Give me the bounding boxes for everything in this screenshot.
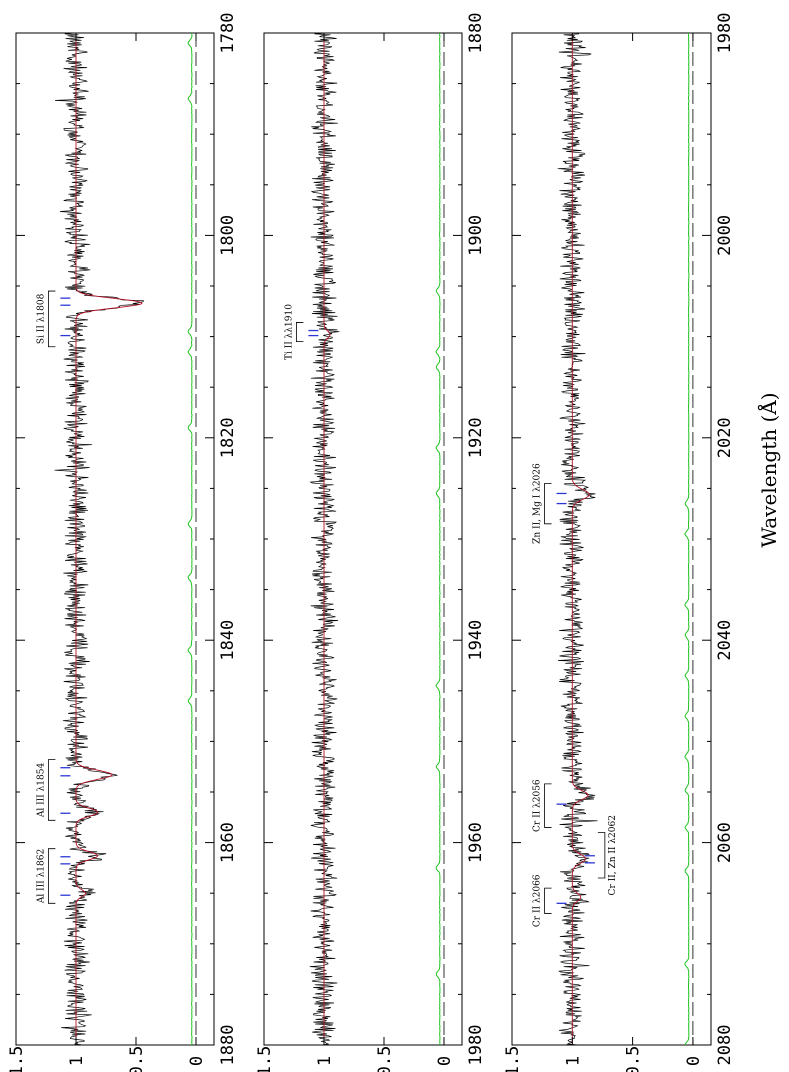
x-tick-label: 1920 (466, 417, 486, 458)
fit-line (571, 33, 590, 1045)
annotation-label: Al III λ1862 (36, 849, 46, 904)
line-annotation: Zn II, Mg I λ2026 (533, 463, 567, 544)
x-tick-label: 1940 (466, 620, 486, 661)
annotation-label: Zn II, Mg I λ2026 (533, 463, 543, 544)
annotation-bracket (544, 482, 552, 525)
y-tick-label: 0 (435, 1056, 455, 1066)
y-tick-label: 1.5 (503, 1046, 523, 1072)
annotation-label: Cr II λ2056 (533, 779, 543, 832)
y-tick-label: 1 (563, 1056, 583, 1066)
x-tick-label: 1880 (466, 13, 486, 54)
line-annotation: Cr II λ2066 (533, 874, 567, 927)
annotation-bracket (597, 832, 606, 879)
x-tick-label: 1840 (218, 620, 238, 661)
line-annotation: Al III λ1862 (36, 848, 71, 904)
annotation-bracket (544, 887, 552, 914)
x-tick-label: 1980 (715, 13, 735, 54)
x-tick-label: 2080 (715, 1025, 735, 1066)
y-tick-label: 1.5 (7, 1046, 27, 1072)
x-tick-label: 1780 (218, 13, 238, 54)
panel-1: 1780 1800 1820 1840 1860 1880 0 0.5 1 1.5 Si II λ1… (7, 13, 238, 1072)
line-annotation: Cr II, Zn II λ2062 (584, 815, 618, 895)
x-tick-label: 2000 (715, 215, 735, 256)
annotation-label: Si II λ1808 (36, 293, 46, 344)
x-tick-label: 1880 (218, 1025, 238, 1066)
x-tick-label: 2020 (715, 417, 735, 458)
line-annotation: Si II λ1808 (36, 290, 71, 348)
fit-line (323, 33, 331, 1045)
fit-line (75, 33, 143, 1045)
x-tick-label: 1820 (218, 417, 238, 458)
annotation-bracket (48, 759, 56, 821)
y-tick-label: 1 (67, 1056, 87, 1066)
y-tick-label: 1 (315, 1056, 335, 1066)
line-annotation: Cr II λ2056 (533, 779, 567, 832)
y-tick-label: 1.5 (255, 1046, 275, 1072)
annotation-label: Cr II λ2066 (533, 874, 543, 927)
x-axis-label: Wavelength (Å) (756, 392, 781, 547)
line-annotation: Ti II λλ1910 (284, 304, 319, 360)
error-line (187, 32, 193, 1046)
annotation-label: Ti II λλ1910 (284, 304, 294, 360)
annotation-label: Cr II, Zn II λ2062 (608, 815, 618, 895)
marks-layer: 1780 1800 1820 1840 1860 1880 0 0.5 1 1.5 Si II λ1… (7, 13, 735, 1072)
panel-frame (263, 32, 463, 1046)
error-line (684, 32, 690, 1046)
annotation-bracket (48, 290, 56, 348)
annotation-bracket (48, 848, 56, 904)
x-tick-label: 1860 (218, 822, 238, 863)
x-tick-label: 1800 (218, 215, 238, 256)
panel-3: 1980 2000 2020 2040 2060 2080 0 0.5 1 1.5 Zn II, M… (503, 13, 735, 1072)
x-tick-label: 2060 (715, 822, 735, 863)
annotation-bracket (296, 322, 304, 343)
y-tick-label: 0 (684, 1056, 704, 1066)
line-annotation: Al III λ1854 (36, 759, 71, 821)
spectrum-line (54, 32, 145, 1046)
error-line (435, 32, 441, 1046)
y-tick-label: 0.5 (127, 1046, 147, 1072)
x-tick-label: 1900 (466, 215, 486, 256)
x-tick-label: 2040 (715, 620, 735, 661)
spectrum-line (557, 32, 598, 1046)
x-tick-label: 1960 (466, 822, 486, 863)
x-tick-label: 1980 (466, 1025, 486, 1066)
annotation-bracket (544, 783, 552, 828)
annotation-label: Al III λ1854 (36, 763, 46, 819)
panel-2: 1880 1900 1920 1940 1960 1980 0 0.5 1 1.5 Ti II λλ… (255, 13, 486, 1072)
y-tick-label: 0.5 (624, 1046, 644, 1072)
y-tick-label: 0.5 (375, 1046, 395, 1072)
spectrum-line (309, 32, 340, 1046)
y-tick-label: 0 (187, 1056, 207, 1066)
